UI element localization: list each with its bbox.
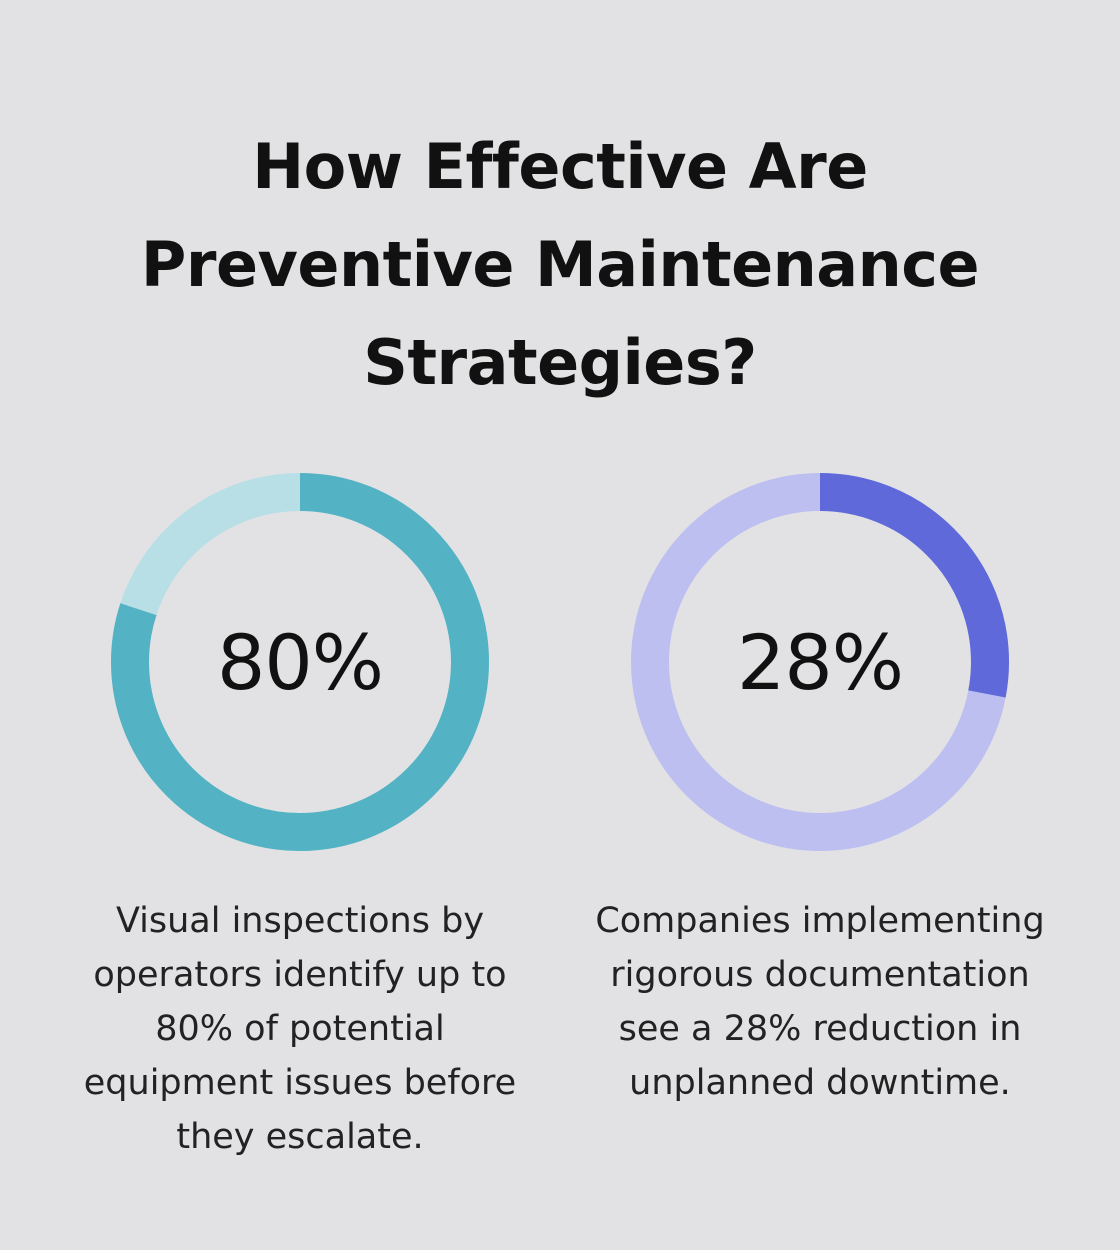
caption-line: see a 28% reduction in: [618, 1009, 1022, 1049]
caption-line: Companies implementing: [595, 901, 1045, 941]
donut-fill-documentation: [631, 473, 1009, 851]
stat-caption-inspections: Visual inspections by operators identify…: [40, 894, 560, 1164]
donut-chart-inspections: 80%: [108, 470, 492, 854]
caption-line: 80% of potential: [155, 1009, 445, 1049]
title-line-3: Strategies?: [363, 326, 757, 399]
caption-line: rigorous documentation: [610, 955, 1030, 995]
donut-chart-documentation: 28%: [628, 470, 1012, 854]
page-title: How Effective Are Preventive Maintenance…: [60, 118, 1060, 412]
caption-line: they escalate.: [176, 1117, 424, 1157]
caption-line: unplanned downtime.: [629, 1063, 1011, 1103]
donut-value-label: 28%: [737, 617, 904, 707]
title-line-1: How Effective Are: [252, 130, 868, 203]
donut-svg-inspections: [111, 473, 489, 851]
donut-fill-inspections: [111, 473, 489, 851]
caption-line: operators identify up to: [93, 955, 507, 995]
caption-line: equipment issues before: [83, 1063, 517, 1103]
title-line-2: Preventive Maintenance: [140, 228, 980, 301]
caption-line: Visual inspections by: [115, 901, 485, 941]
donut-svg-documentation: [631, 473, 1009, 851]
stat-block-documentation: 28% Companies implementing rigorous docu…: [560, 470, 1080, 1110]
stat-caption-documentation: Companies implementing rigorous document…: [560, 894, 1080, 1110]
donut-value-label: 80%: [217, 617, 384, 707]
stat-block-inspections: 80% Visual inspections by operators iden…: [40, 470, 560, 1164]
